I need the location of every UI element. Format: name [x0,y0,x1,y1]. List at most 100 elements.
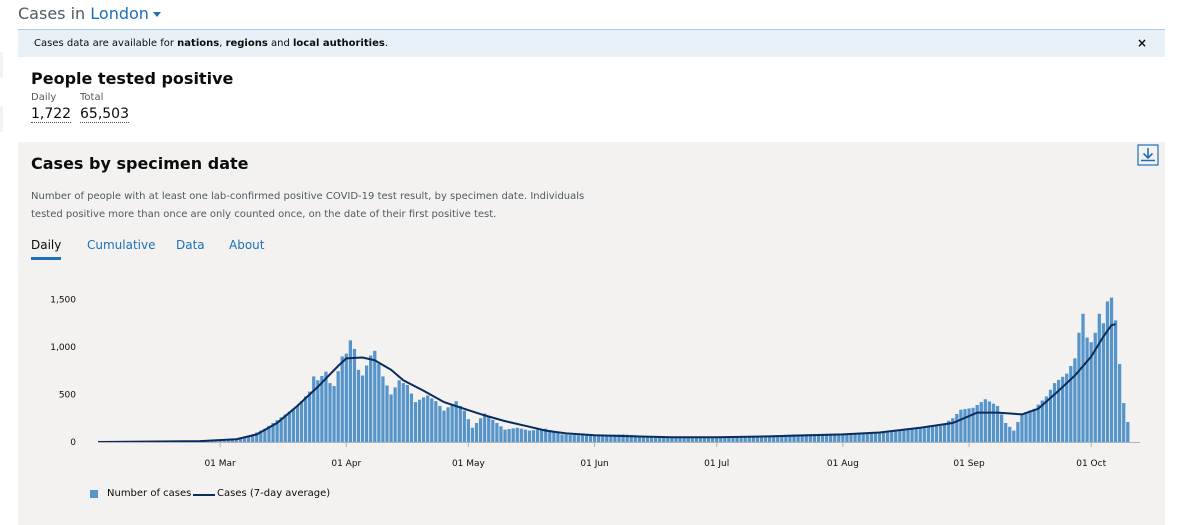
bar [710,437,715,442]
tab-cumulative[interactable]: Cumulative [87,238,156,252]
average-line [97,323,1116,443]
bar [426,395,430,442]
bar [861,432,865,442]
bar [800,434,804,442]
bar [759,435,764,442]
bar [1020,413,1024,442]
bar [865,432,869,442]
bar [308,391,312,442]
location-selector[interactable]: London [90,4,161,23]
bar [723,437,727,442]
bar [1065,373,1069,442]
bar [698,437,703,442]
bar [670,436,674,442]
bar [413,402,418,442]
bar [930,426,935,442]
banner-sep2: and [267,38,293,49]
bar [1077,332,1081,442]
bar [951,418,955,442]
bar [527,430,532,442]
bar [678,437,682,442]
download-icon[interactable] [1137,144,1159,166]
bar [597,435,601,442]
tab-daily[interactable]: Daily [31,238,62,260]
tab-data[interactable]: Data [176,238,205,252]
bar [251,434,255,442]
bar [853,433,857,442]
bar [295,405,300,442]
bar [389,394,393,442]
bar [226,440,230,442]
bar [727,436,731,442]
x-tick-label: 01 Oct [1076,459,1106,469]
bar [824,433,829,442]
bar [568,434,572,443]
bar [1024,411,1028,442]
bar [601,435,605,442]
bar [332,385,336,442]
bar [454,401,458,442]
bar [890,431,894,442]
bar [1081,313,1085,442]
bar [1085,337,1089,442]
bar [654,436,658,442]
location-label: London [90,4,149,23]
bar [767,435,772,442]
bar [934,426,939,442]
bar [1061,376,1065,442]
banner-sep1: , [219,38,226,49]
bar [385,385,389,442]
bar [926,426,930,442]
bar [430,398,434,442]
bar [1016,422,1020,442]
bar [829,433,833,442]
bar [495,423,499,442]
bar [1044,396,1049,442]
bar [633,435,637,442]
bar [222,440,226,442]
bar [291,408,296,442]
bar [804,434,808,442]
x-tick-label: 01 Jul [704,459,729,469]
bar [719,437,723,442]
bar [987,401,992,442]
bar [1089,342,1093,442]
bar [1101,323,1105,442]
bar [552,431,556,442]
bar [548,430,552,443]
total-value[interactable]: 65,503 [80,106,129,123]
bar [731,436,735,442]
notification-banner: Cases data are available for nations, re… [18,29,1165,57]
bar [808,434,812,442]
daily-value[interactable]: 1,722 [31,106,72,123]
bar [812,434,817,442]
bar [259,430,263,442]
bar [975,404,979,442]
tab-about[interactable]: About [229,238,265,252]
bar [287,411,291,442]
bar [238,438,243,442]
bar [1097,313,1101,442]
banner-regions: regions [225,38,268,49]
bar [788,434,792,442]
bar [234,440,239,442]
close-icon[interactable]: × [1136,36,1147,50]
bar [666,436,670,442]
bar [478,418,483,442]
bar [605,434,609,442]
bar [625,434,629,442]
card-description: Number of people with at least one lab-c… [31,191,585,220]
x-axis-labels: 01 Mar 01 Apr 01 May 01 Jun 01 Jul 01 Aug 01 S… [204,442,1107,469]
bar [869,432,873,442]
bar [511,428,515,442]
bar [320,375,324,442]
bar [409,393,414,442]
bar [503,429,507,442]
bar [381,376,385,442]
chart-card: Cases by specimen date Number of people … [18,142,1165,525]
bar [747,436,751,442]
title-prefix: Cases in [18,4,86,23]
bar [1069,366,1073,442]
chevron-down-icon [152,12,161,17]
bar [401,383,405,442]
